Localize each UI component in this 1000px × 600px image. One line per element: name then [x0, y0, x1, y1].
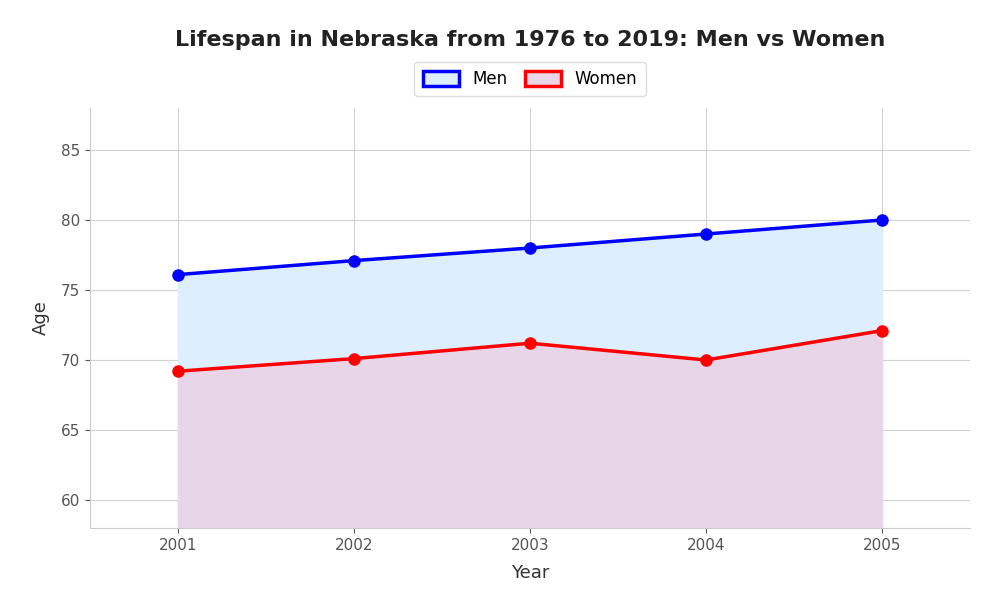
Title: Lifespan in Nebraska from 1976 to 2019: Men vs Women: Lifespan in Nebraska from 1976 to 2019: … — [175, 29, 885, 49]
Y-axis label: Age: Age — [32, 301, 50, 335]
X-axis label: Year: Year — [511, 564, 549, 582]
Legend: Men, Women: Men, Women — [414, 62, 646, 97]
